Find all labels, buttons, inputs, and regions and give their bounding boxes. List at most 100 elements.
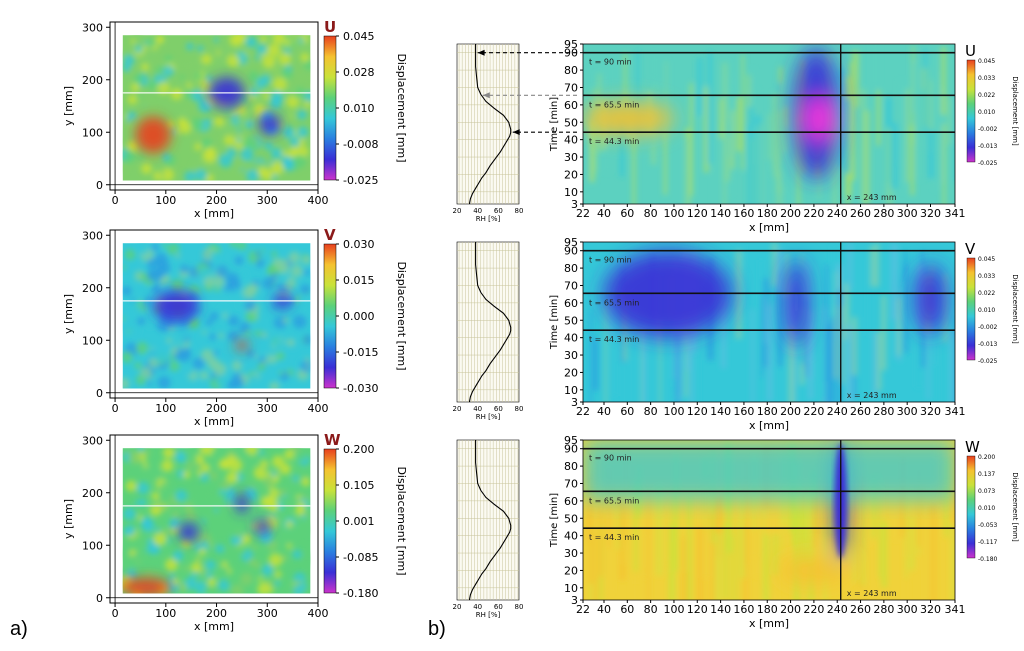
- field-speckle: [201, 138, 212, 149]
- field-speckle: [201, 519, 206, 524]
- field-speckle: [266, 352, 278, 364]
- field-streak: [856, 460, 860, 544]
- colorbar: [323, 35, 337, 181]
- x-tick-label: 160: [733, 603, 754, 616]
- field-speckle: [306, 364, 311, 369]
- y-tick-label: 60: [564, 99, 578, 112]
- field-speckle: [280, 111, 285, 116]
- field-speckle: [255, 250, 262, 258]
- y-tick-label: 10: [564, 186, 578, 199]
- field-speckle: [245, 36, 257, 48]
- field-speckle: [303, 59, 311, 71]
- field-speckle: [222, 338, 236, 352]
- time-line-label: t = 65.5 min: [589, 298, 639, 307]
- y-axis-label: Time [min]: [549, 97, 560, 152]
- field-speckle: [137, 284, 150, 297]
- field-speckle: [122, 265, 127, 270]
- time-line-label: t = 65.5 min: [589, 100, 639, 109]
- colorbar-tick-label: -0.180: [978, 556, 998, 563]
- field-speckle: [146, 258, 157, 269]
- field-speckle: [210, 251, 220, 260]
- field-speckle: [140, 262, 146, 269]
- field-speckle: [250, 72, 259, 81]
- field-speckle: [297, 126, 309, 138]
- x-tick-label: 300: [897, 405, 918, 418]
- field-speckle: [274, 570, 282, 578]
- time-space-map-v: t = 90 min t = 65.5 min t = 44.3 min x = 24…: [549, 236, 1019, 432]
- y-tick-label: 50: [564, 512, 578, 525]
- field-streak: [683, 525, 688, 572]
- field-streak: [937, 87, 943, 183]
- y-tick-label: 300: [82, 434, 103, 447]
- field-streak: [825, 264, 829, 382]
- field-streak: [721, 62, 728, 122]
- rh-profile-u: 20 40 60 80 RH [%]: [453, 43, 523, 223]
- field-streak: [764, 295, 767, 344]
- field-streak: [934, 87, 939, 156]
- field-speckle: [237, 302, 244, 309]
- field-speckle: [278, 488, 287, 497]
- x-tick-label: 60: [620, 207, 634, 220]
- y-tick-label: 70: [564, 477, 578, 490]
- y-axis-label: Time [min]: [549, 493, 560, 548]
- field-speckle: [200, 371, 209, 380]
- field-speckle: [302, 273, 311, 286]
- y-tick-label: 95: [564, 236, 578, 249]
- field-speckle: [217, 314, 225, 322]
- field-speckle: [279, 463, 291, 475]
- field-speckle: [229, 35, 243, 47]
- x-tick-label: 400: [308, 194, 329, 207]
- field-streak: [775, 111, 782, 194]
- field-speckle: [260, 248, 265, 253]
- field-streak: [584, 312, 590, 402]
- rh-curve: [468, 440, 512, 601]
- field-speckle: [180, 107, 191, 118]
- field-streak: [594, 517, 599, 600]
- field-streak: [586, 492, 590, 543]
- field-speckle: [232, 448, 246, 458]
- field-speckle: [214, 277, 225, 288]
- field-streak: [773, 534, 779, 575]
- plot-frame: [582, 43, 956, 205]
- field-streak: [612, 289, 617, 396]
- field-speckle: [204, 585, 212, 594]
- field-speckle: [227, 54, 240, 68]
- field-speckle: [286, 543, 293, 549]
- field-streak: [869, 245, 875, 287]
- field-speckle: [147, 79, 159, 91]
- y-tick-label: 30: [564, 547, 578, 560]
- field-streak: [839, 305, 845, 385]
- field-speckle: [282, 317, 289, 324]
- colorbar-tick-label: 0.010: [343, 102, 375, 115]
- field-streak: [808, 310, 814, 400]
- colorbar-tick-label: 0.028: [343, 66, 375, 79]
- x-tick-label: 400: [308, 607, 329, 620]
- field-speckle: [261, 331, 268, 338]
- colorbar-tick-label: -0.180: [343, 587, 378, 600]
- time-space-map-w: t = 90 min t = 65.5 min t = 44.3 min x = 24…: [549, 434, 1019, 630]
- time-line-label: t = 65.5 min: [589, 496, 639, 505]
- field-speckle: [255, 507, 267, 519]
- time-line-label: t = 90 min: [589, 58, 632, 67]
- low-displacement-zone: [235, 492, 248, 514]
- field-speckle: [245, 312, 256, 323]
- field-speckle: [136, 92, 142, 98]
- field-streak: [726, 89, 732, 158]
- x-axis-label: x [mm]: [749, 617, 789, 630]
- field-speckle: [298, 359, 303, 364]
- rh-curve: [468, 44, 512, 205]
- field-speckle: [295, 450, 307, 462]
- field-speckle: [149, 543, 161, 555]
- field-speckle: [263, 92, 270, 100]
- field-streak: [849, 62, 856, 181]
- field-streak: [686, 137, 689, 204]
- field-speckle: [183, 89, 193, 99]
- y-tick-label: 90: [564, 443, 578, 456]
- field-speckle: [285, 520, 293, 528]
- field-speckle: [154, 351, 168, 364]
- field-speckle: [195, 454, 205, 464]
- field-speckle: [251, 373, 259, 381]
- colorbar-tick-label: -0.013: [978, 143, 998, 150]
- field-speckle: [207, 577, 217, 587]
- field-speckle: [196, 506, 208, 518]
